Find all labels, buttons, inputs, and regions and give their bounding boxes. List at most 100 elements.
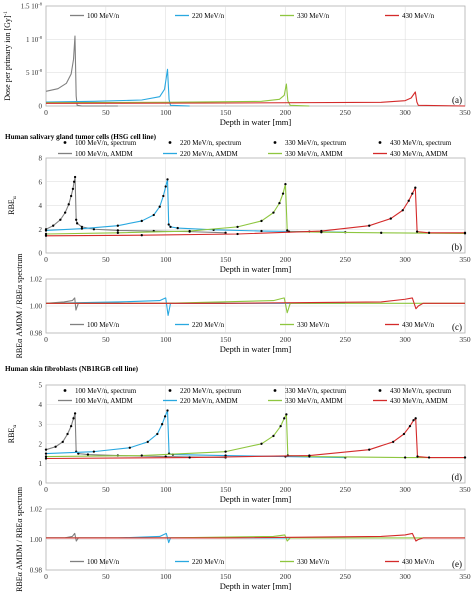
x-tick-label: 150	[220, 108, 232, 117]
spectrum-marker	[403, 456, 407, 459]
series-line	[45, 409, 346, 459]
panel-e: 0 50 100 150 200 250 300 350 0.98 1.00 1.02 Depth i…	[15, 486, 471, 592]
y-tick-label: 0	[39, 250, 43, 258]
y-tick-label: 0	[39, 103, 43, 111]
y-axis-label: Dose per primary ion [Gy]-1	[3, 11, 12, 101]
spectrum-marker	[44, 452, 48, 455]
legend-label: 330 MeV/n, AMDM	[285, 397, 344, 405]
legend-label: 220 MeV/n	[192, 321, 225, 329]
x-tick-label: 250	[340, 572, 352, 581]
legend-label: 100 MeV/n, AMDM	[75, 150, 134, 158]
x-axis-label: Depth in water [mm]	[220, 581, 292, 591]
y-axis-label: RBEα AMDM / RBEα spectrum	[15, 486, 24, 592]
series-line	[45, 412, 226, 459]
spectrum-marker	[164, 185, 167, 188]
spectrum-marker	[80, 227, 84, 230]
legend-marker	[273, 141, 277, 144]
spectrum-marker	[414, 186, 417, 189]
series-line	[45, 91, 466, 107]
spectrum-marker	[188, 456, 191, 459]
legend-label: 430 MeV/n	[402, 12, 435, 20]
spectrum-marker	[72, 180, 76, 183]
spectrum-marker	[140, 454, 143, 457]
y-tick-exponent: -8	[38, 35, 42, 40]
spectrum-marker	[427, 231, 431, 234]
x-tick-label: 0	[44, 485, 48, 494]
x-tick-label: 50	[102, 108, 110, 117]
x-tick-label: 350	[459, 255, 471, 264]
x-axis-label: Depth in water [mm]	[220, 344, 292, 354]
x-tick-label: 350	[459, 108, 471, 117]
spectrum-marker	[224, 231, 227, 234]
x-tick-label: 0	[44, 572, 48, 581]
spectrum-marker	[75, 218, 78, 221]
legend-label: 330 MeV/n	[297, 558, 330, 566]
x-tick-label: 200	[280, 485, 292, 494]
legend-label: 220 MeV/n, AMDM	[180, 397, 239, 405]
legend-label: 100 MeV/n	[87, 12, 120, 20]
legend-label: 220 MeV/n, AMDM	[180, 150, 239, 158]
spectrum-marker	[402, 432, 406, 436]
y-tick-label: 0.98	[30, 330, 43, 338]
x-tick-label: 200	[280, 108, 292, 117]
legend-label: 220 MeV/n, spectrum	[180, 139, 242, 147]
series-line	[45, 187, 465, 237]
y-tick-label: 4	[39, 202, 43, 210]
x-tick-label: 200	[280, 335, 292, 344]
spectrum-marker	[69, 425, 73, 428]
spectrum-marker	[427, 456, 431, 459]
spectrum-marker	[146, 440, 149, 443]
spectrum-marker	[116, 224, 119, 227]
panel-label: (b)	[452, 242, 463, 252]
panel-d: 0 50 100 150 200 250 300 350 0 1 2 3 4 5 Depth in wate…	[7, 382, 471, 505]
spectrum-marker	[411, 192, 414, 195]
spectrum-marker	[284, 182, 287, 186]
legend-label: 430 MeV/n, spectrum	[390, 139, 452, 147]
spectrum-marker	[224, 454, 227, 457]
legend-label: 430 MeV/n, AMDM	[390, 397, 449, 405]
spectrum-marker	[156, 432, 159, 436]
legend-label: 100 MeV/n, spectrum	[75, 139, 137, 147]
spectrum-marker	[389, 217, 392, 220]
spectrum-marker	[54, 445, 57, 448]
x-tick-label: 250	[340, 335, 352, 344]
spectrum-marker	[320, 229, 323, 233]
spectrum-marker	[260, 442, 263, 445]
spectrum-marker	[158, 205, 161, 208]
x-tick-label: 200	[280, 255, 292, 264]
series-line	[45, 176, 226, 234]
y-tick-label: 5 10-8	[26, 68, 43, 77]
x-tick-label: 150	[220, 335, 232, 344]
spectrum-marker	[67, 203, 70, 206]
x-tick-label: 300	[400, 485, 412, 494]
y-tick-label: 2	[39, 226, 43, 234]
spectrum-marker	[80, 225, 84, 229]
y-tick-label: 1	[39, 460, 43, 468]
spectrum-marker	[44, 457, 48, 460]
spectrum-marker	[92, 450, 96, 453]
panel-label: (a)	[452, 95, 462, 105]
y-tick-label: 8	[39, 155, 43, 163]
x-tick-label: 100	[160, 108, 172, 117]
spectrum-marker	[162, 194, 165, 198]
panel-c: 0 50 100 150 200 250 300 350 0.98 1.00 1.02 Depth i…	[15, 253, 471, 359]
spectrum-marker	[64, 211, 67, 214]
spectrum-marker	[285, 413, 288, 416]
y-axis-label: RBEα AMDM / RBEα spectrum	[15, 253, 24, 359]
spectrum-marker	[86, 453, 90, 456]
spectrum-marker	[44, 448, 48, 451]
spectrum-marker	[176, 226, 179, 230]
legend-label: 430 MeV/n, spectrum	[390, 387, 452, 395]
y-axis-label-exponent: -1	[4, 11, 9, 16]
legend-label: 100 MeV/n, spectrum	[75, 387, 137, 395]
y-tick-label: 5	[39, 382, 43, 390]
x-tick-label: 300	[400, 335, 412, 344]
x-tick-label: 50	[102, 335, 110, 344]
series-line	[46, 532, 465, 542]
legend-label: 430 MeV/n	[402, 558, 435, 566]
legend-label: 430 MeV/n	[402, 321, 435, 329]
y-axis-label-subscript: α	[12, 425, 18, 428]
spectrum-marker	[272, 434, 275, 438]
spectrum-marker	[278, 201, 281, 205]
